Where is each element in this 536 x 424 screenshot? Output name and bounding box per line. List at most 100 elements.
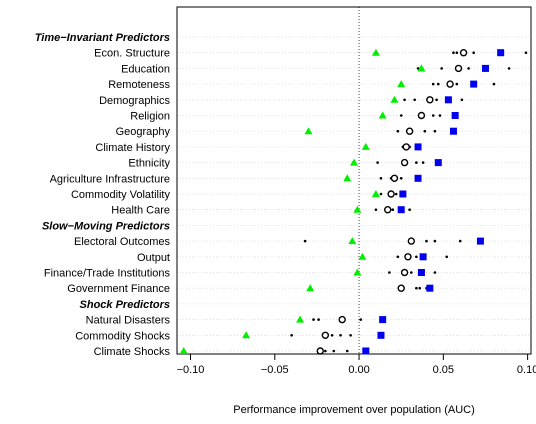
dot-point [431, 114, 435, 117]
triangle-point [361, 142, 370, 150]
predictor-label: Finance/Trade Institutions [44, 268, 171, 280]
triangle-point [304, 127, 313, 135]
dot-point [455, 82, 459, 86]
dot-point [388, 271, 391, 274]
circle-point [446, 80, 454, 88]
circle-point [402, 143, 410, 151]
dot-point [415, 286, 418, 290]
dot-point [408, 208, 411, 211]
dot-point [394, 192, 398, 196]
triangle-point [417, 64, 426, 72]
predictor-label: Econ. Structure [94, 48, 170, 60]
circle-point [316, 347, 324, 355]
triangle-point [242, 331, 251, 339]
row-gridlines [177, 36, 531, 352]
dot-point [349, 334, 352, 337]
dot-point [421, 161, 425, 164]
dot-point [433, 271, 437, 274]
dot-point [423, 129, 427, 133]
predictor-label: Commodity Volatility [71, 189, 171, 201]
circle-point [338, 315, 346, 324]
dot-point [399, 177, 403, 180]
group-header-label: Slow−Moving Predictors [42, 220, 170, 232]
dot-point [460, 98, 464, 102]
triangle-point [378, 111, 387, 119]
dot-point [425, 239, 428, 243]
triangle-point [358, 252, 367, 260]
dot-point [524, 51, 528, 54]
dot-point [445, 255, 449, 259]
x-tick-label: 0.00 [348, 364, 369, 376]
square-point [449, 127, 457, 135]
dot-point [507, 67, 511, 70]
square-point [399, 190, 407, 198]
dot-point [433, 129, 437, 133]
dot-point [452, 51, 455, 54]
circle-point [407, 237, 416, 245]
square-point [426, 284, 434, 292]
dot-point [303, 239, 307, 243]
circle-point [384, 205, 392, 214]
square-point [414, 174, 422, 182]
data-marks [179, 48, 528, 355]
dot-point [433, 239, 437, 243]
triangle-point [350, 158, 358, 166]
square-point [497, 49, 505, 57]
x-tick-label: −0.05 [261, 364, 289, 376]
triangle-point [343, 174, 352, 182]
square-point [419, 253, 427, 261]
dot-point [418, 286, 422, 290]
dot-point [431, 82, 435, 86]
dot-point [440, 67, 443, 70]
circle-point [426, 96, 434, 104]
square-point [379, 316, 387, 324]
circle-point [390, 174, 399, 183]
predictor-label: Religion [130, 111, 170, 123]
x-tick-label: 0.05 [433, 364, 454, 376]
predictor-label: Climate Shocks [94, 346, 171, 358]
square-point [434, 159, 442, 167]
dot-point [317, 318, 320, 321]
dot-point [415, 255, 418, 259]
dot-point [416, 67, 420, 70]
dot-point [438, 114, 442, 117]
group-header-label: Time−Invariant Predictors [35, 32, 170, 44]
dot-point [345, 349, 349, 353]
triangle-point [296, 315, 305, 323]
dot-point [410, 271, 413, 274]
circle-point [405, 127, 414, 135]
predictor-label: Health Care [111, 205, 170, 217]
dot-point [312, 318, 315, 321]
x-tick-label: −0.10 [177, 364, 205, 376]
dot-point [376, 161, 379, 164]
predictor-label: Climate History [95, 142, 170, 154]
dot-point [332, 349, 336, 353]
square-point [470, 80, 478, 88]
predictor-label: Commodity Shocks [75, 330, 170, 342]
predictor-label: Agriculture Infrastructure [50, 173, 170, 185]
square-point [444, 96, 452, 104]
x-axis: −0.10 −0.05 0.00 0.05 0.10 [177, 353, 536, 376]
dot-point [396, 255, 400, 259]
dot-point [467, 67, 470, 70]
square-point [397, 206, 405, 214]
row-labels: Time−Invariant Predictors Econ. Structure… [35, 32, 171, 358]
triangle-point [353, 268, 362, 276]
dot-point [436, 82, 440, 86]
dot-point [413, 98, 416, 102]
triangle-point [306, 284, 315, 292]
dot-point [435, 98, 438, 102]
group-header-label: Shock Predictors [80, 299, 170, 311]
dot-point [339, 334, 342, 337]
circle-point [387, 190, 395, 198]
triangle-point [371, 190, 380, 197]
predictor-label: Natural Disasters [86, 315, 171, 327]
square-point [377, 331, 385, 339]
circle-point [400, 158, 409, 167]
dot-point [324, 349, 327, 353]
square-point [362, 347, 370, 355]
circle-point [404, 253, 412, 261]
triangle-point [397, 80, 406, 88]
square-point [451, 112, 459, 119]
